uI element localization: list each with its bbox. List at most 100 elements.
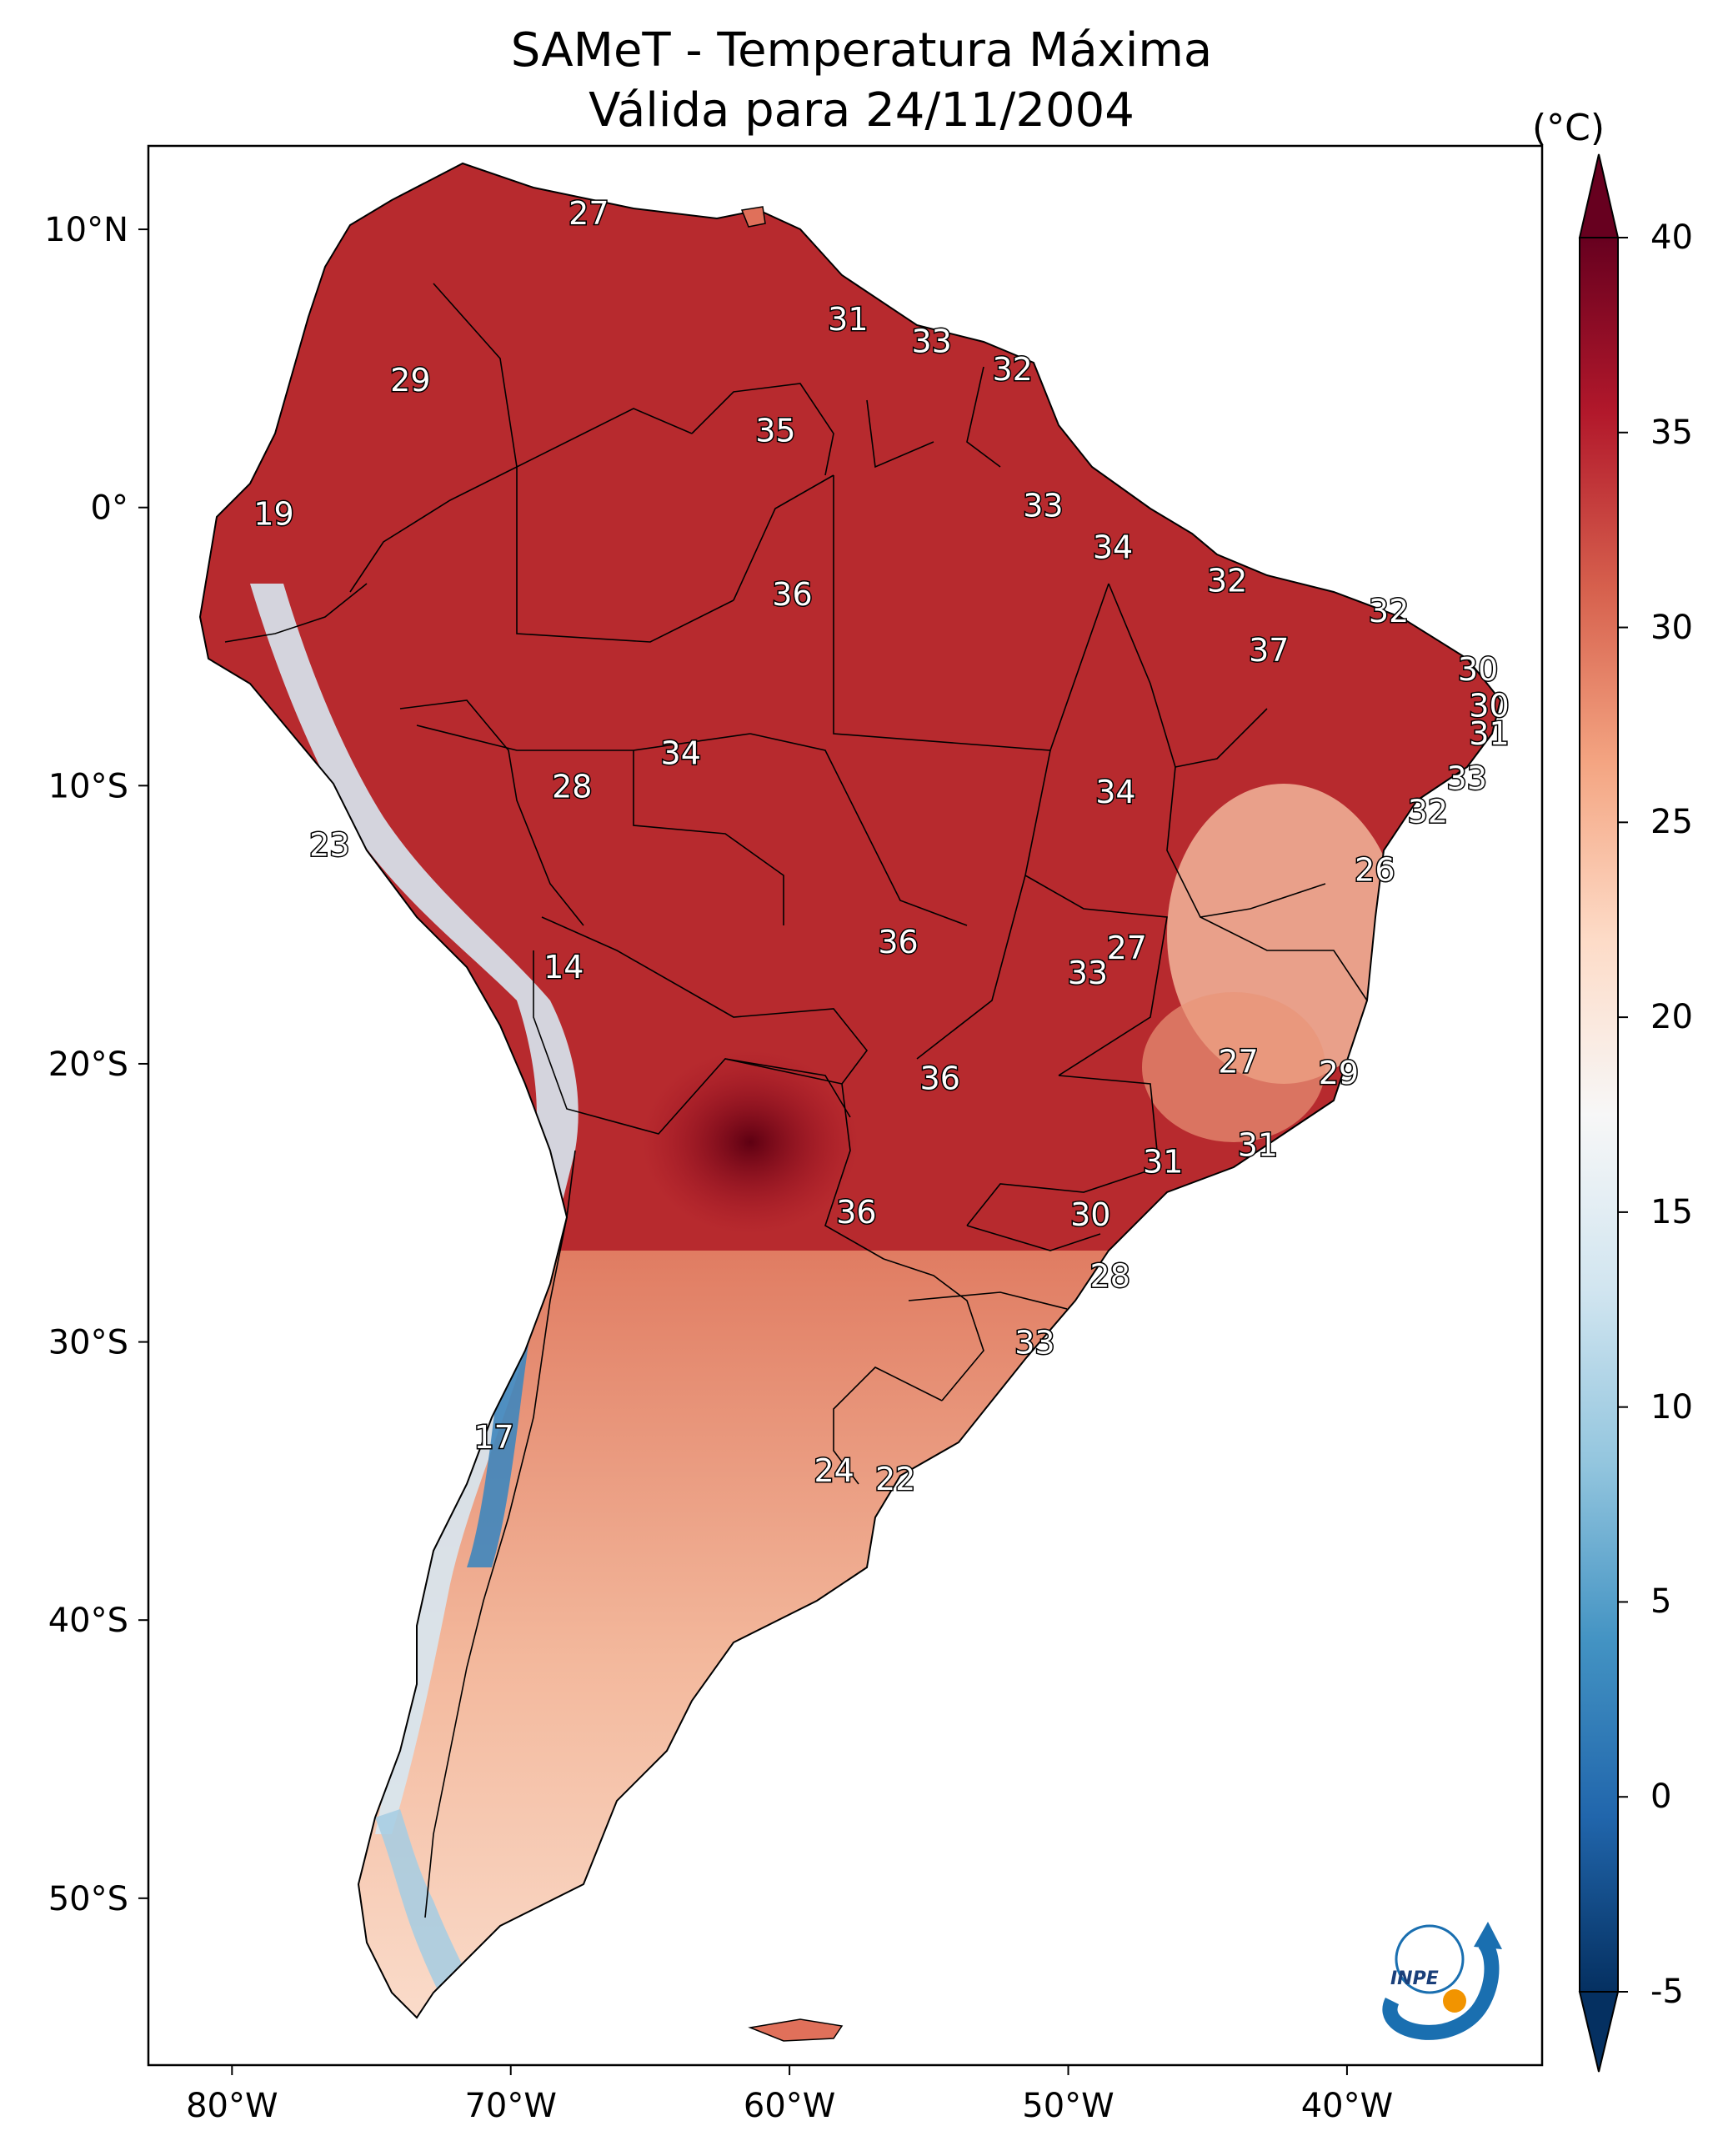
station-temperature-label: 17 [473,1419,513,1456]
logo-sun [1443,1989,1466,2013]
colorbar-gradient [1579,237,1619,1993]
falkland-islands [748,2018,844,2042]
station-temperature-label: 34 [1095,774,1135,810]
station-temperature-label: 32 [992,351,1032,388]
chaco-hotspot [642,1050,859,1234]
map-subtitle: Válida para 24/11/2004 [589,83,1134,138]
border-colombia [349,283,518,593]
border-peru-brazil [399,699,584,926]
lon-tick-label: 50°W [1022,2087,1114,2125]
station-temperature-label: 30 [1458,651,1498,688]
state-roraima-amazonas [516,467,734,643]
colorbar-tick-label: 40 [1650,218,1693,257]
map-title: SAMeT - Temperatura Máxima [510,23,1213,78]
station-temperature-label: 37 [1249,632,1289,669]
latitude-ticks: 10°N 0° 10°S 20°S 30°S 40°S 50°S [44,211,148,1918]
station-temperature-label: 23 [309,826,349,863]
border-chile-argentina [424,1150,576,1918]
state-amazonas-south [416,725,751,751]
logo-text: INPE [1390,1968,1439,1989]
station-temperature-label: 30 [1070,1196,1110,1233]
lon-tick-label: 80°W [186,2087,278,2125]
colorbar-bottom-arrow [1578,1991,1620,2073]
logo-arrow [1474,1922,1502,1949]
station-temperature-label: 31 [1469,715,1509,752]
lat-tick-label: 10°N [44,211,128,249]
station-temperature-label: 32 [1207,562,1247,599]
colorbar [1578,153,1628,2073]
station-temperature-label: 27 [1107,930,1147,966]
lon-tick-label: 70°W [464,2087,556,2125]
station-temperature-label: 28 [552,768,592,805]
state-roraima-para [733,474,834,601]
state-minas [1200,916,1368,1001]
station-temperature-label: 36 [772,576,812,613]
station-temperature-label: 29 [1319,1055,1359,1091]
station-temperature-label: 31 [828,301,868,338]
station-temperature-label: 22 [875,1461,915,1497]
station-temperature-label: 33 [1447,760,1487,796]
station-temperature-label: 34 [661,735,701,771]
station-temperature-label: 31 [1238,1127,1278,1164]
lat-tick-label: 30°S [48,1324,128,1362]
station-temperature-label: 14 [543,949,584,985]
islands [740,206,844,2042]
border-french-guiana [966,366,1001,468]
state-sao-paulo [966,1075,1160,1226]
lat-tick-label: 40°S [48,1602,128,1640]
station-temperature-label: 19 [253,495,293,532]
state-tocantins-mato-grosso [916,750,1051,1060]
border-argentina-brazil [883,1258,984,1401]
lon-tick-label: 40°W [1301,2087,1393,2125]
border-bolivia-brazil [541,916,869,1085]
inpe-logo: INPE [1382,1922,1502,2040]
station-temperature-label: 36 [920,1060,960,1097]
station-temperature-label: 33 [1068,955,1108,991]
colorbar-tick-label: 15 [1650,1192,1693,1231]
station-temperature-label: 31 [1143,1144,1183,1181]
logo-orbit [1395,1924,1465,1994]
colorbar-tick-label: 0 [1650,1777,1672,1817]
colorbar-tick-label: -5 [1650,1973,1684,2011]
border-guyana [691,383,834,476]
lat-tick-label: 20°S [48,1045,128,1084]
border-bolivia-south [533,950,851,1135]
colorbar-unit: (°C) [1532,107,1605,149]
station-temperature-label: 33 [1023,487,1063,524]
state-mato-grosso [749,733,968,926]
station-temperature-label: 30 [1469,688,1509,725]
lat-tick-label: 50°S [48,1880,128,1918]
border-ecuador [224,583,368,643]
map-frame [147,144,1544,2067]
station-temperature-label: 36 [836,1194,876,1231]
station-temperature-label: 32 [1369,593,1409,629]
colorbar-tick-label: 20 [1650,998,1693,1037]
colorbar-tick-label: 35 [1650,413,1693,452]
state-rondonia [633,750,784,925]
colorbar-tick-label: 25 [1650,803,1693,842]
lat-tick-label: 0° [91,489,128,528]
state-goias [1024,875,1168,1076]
minas-gerais-zone [1142,992,1325,1142]
border-paraguay [724,1058,884,1260]
station-temperature-label: 29 [390,362,430,399]
station-temperature-label: 33 [1014,1325,1054,1361]
station-temperature-label: 32 [1408,793,1448,830]
national-borders [224,283,1368,1918]
station-temperature-label: 26 [1355,851,1395,888]
station-temperature-label: 35 [755,412,795,449]
station-temperature-label: 33 [911,323,951,360]
trinidad-island [740,206,766,228]
state-santa-catarina [908,1291,1068,1310]
colorbar-tick-label: 5 [1650,1582,1672,1622]
border-venezuela [516,408,693,468]
colorbar-tick-label: 30 [1650,608,1693,647]
station-temperature-label: 28 [1090,1258,1130,1295]
longitude-ticks: 80°W 70°W 60°W 50°W 40°W [186,2065,1393,2125]
colorbar-top-arrow [1578,153,1620,238]
lat-tick-label: 10°S [48,767,128,805]
station-temperature-label: 34 [1093,529,1133,565]
border-suriname [866,399,934,469]
